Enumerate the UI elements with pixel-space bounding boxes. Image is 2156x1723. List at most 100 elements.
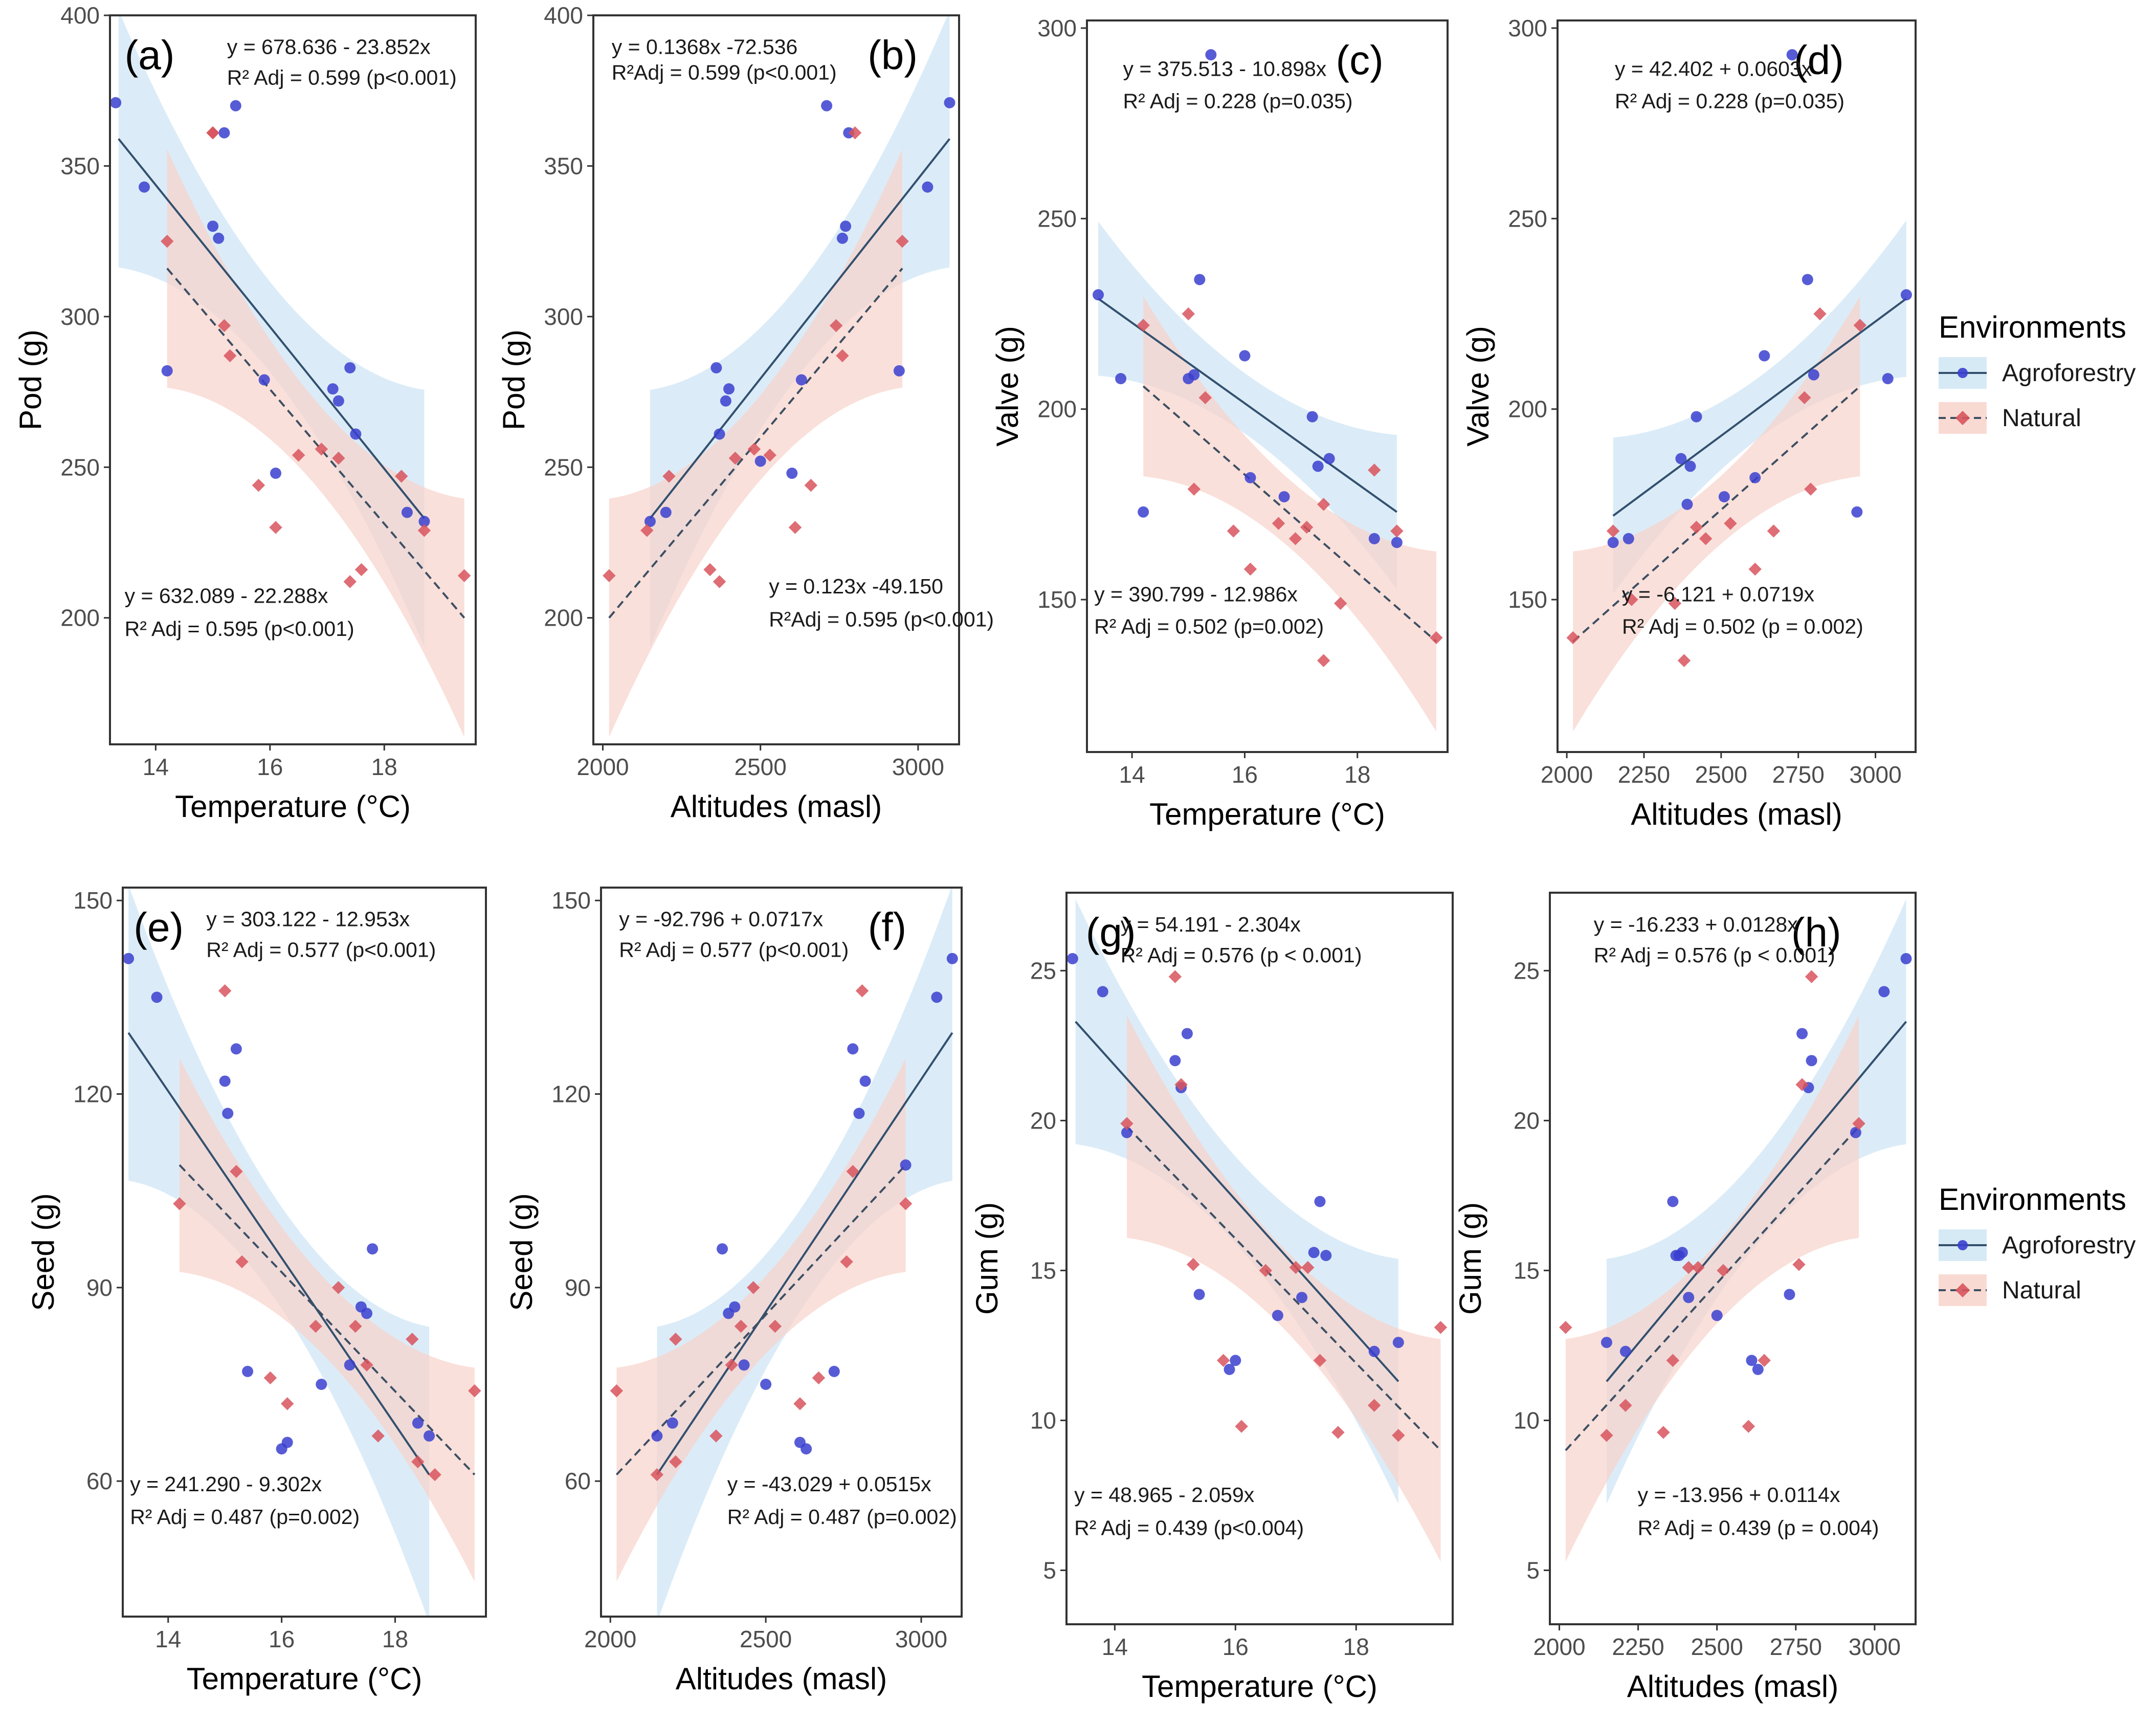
y-tick-label-f: 90 — [565, 1274, 591, 1301]
point-agroforestry-c — [1188, 369, 1200, 381]
point-natural-g — [1301, 1261, 1315, 1274]
legend-label-agroforestry-2: Agroforestry — [2002, 1232, 2136, 1259]
legend-top: Environments Agroforestry Natural — [1939, 310, 2136, 434]
point-agroforestry-e — [361, 1308, 373, 1319]
point-agroforestry-h — [1752, 1363, 1764, 1375]
y-tick-label-c: 300 — [1037, 15, 1077, 41]
point-agroforestry-d — [1681, 498, 1693, 510]
point-agroforestry-a — [401, 506, 413, 518]
y-axis-title-g: Gum (g) — [970, 1202, 1004, 1315]
regression-annotation-b-1: R²Adj = 0.599 (p<0.001) — [612, 61, 837, 84]
point-natural-g — [1174, 1078, 1188, 1091]
x-tick-label-c: 18 — [1344, 761, 1370, 788]
regression-annotation-a-1: R² Adj = 0.599 (p<0.001) — [227, 65, 457, 89]
regression-annotation-g-0: y = 54.191 - 2.304x — [1121, 913, 1301, 936]
point-agroforestry-d — [1808, 369, 1819, 381]
point-agroforestry-e — [123, 953, 135, 964]
point-natural-g — [1392, 1429, 1405, 1442]
point-agroforestry-f — [931, 991, 943, 1003]
panel-label-h: (h) — [1791, 910, 1841, 955]
point-agroforestry-f — [738, 1359, 750, 1371]
point-agroforestry-h — [1806, 1055, 1817, 1067]
point-agroforestry-d — [1802, 274, 1813, 285]
point-agroforestry-b — [944, 97, 955, 108]
point-natural-h — [1742, 1420, 1755, 1433]
point-agroforestry-g — [1320, 1250, 1332, 1262]
fit-line-natural-c — [1142, 385, 1437, 643]
x-tick-label-f: 2500 — [740, 1626, 792, 1652]
point-agroforestry-h — [1900, 953, 1912, 964]
point-natural-h — [1852, 1117, 1865, 1130]
y-tick-label-c: 150 — [1037, 586, 1077, 613]
panel-f: 60 90 120 150 2000 2500 3000 Altitudes (masl) Se… — [504, 887, 963, 1696]
regression-annotation-h-0: y = -16.233 + 0.0128x — [1594, 913, 1798, 936]
x-axis-title-f: Altitudes (masl) — [676, 1662, 887, 1696]
point-agroforestry-h — [1784, 1289, 1795, 1300]
x-axis-title-h: Altitudes (masl) — [1627, 1669, 1838, 1704]
x-tick-label-d: 2250 — [1618, 761, 1670, 788]
fit-line-agroforestry-b — [649, 138, 951, 519]
point-agroforestry-b — [720, 395, 731, 407]
point-natural-a — [395, 470, 408, 483]
point-agroforestry-e — [281, 1437, 293, 1448]
point-agroforestry-d — [1749, 472, 1761, 483]
point-agroforestry-d — [1718, 491, 1730, 502]
point-natural-g — [1313, 1354, 1327, 1367]
fit-line-natural-e — [179, 1164, 476, 1475]
point-agroforestry-g — [1097, 986, 1108, 998]
y-tick-label-h: 10 — [1514, 1407, 1540, 1433]
panel-label-a: (a) — [125, 32, 175, 78]
regression-annotation-b-3: R²Adj = 0.595 (p<0.001) — [769, 607, 994, 631]
point-agroforestry-a — [230, 100, 241, 112]
y-tick-label-a: 350 — [60, 152, 100, 179]
point-agroforestry-a — [418, 516, 430, 527]
x-axis-title-c: Temperature (°C) — [1149, 797, 1385, 831]
point-agroforestry-h — [1746, 1355, 1758, 1366]
regression-annotation-e-3: R² Adj = 0.487 (p=0.002) — [130, 1505, 360, 1529]
y-tick-label-d: 150 — [1508, 586, 1547, 613]
y-axis-title-d: Valve (g) — [1461, 326, 1495, 447]
x-axis-title-a: Temperature (°C) — [175, 789, 411, 824]
point-agroforestry-h — [1711, 1310, 1723, 1321]
y-tick-label-g: 5 — [1043, 1557, 1056, 1584]
point-agroforestry-c — [1323, 453, 1335, 465]
y-tick-label-h: 20 — [1514, 1107, 1540, 1134]
y-tick-label-e: 90 — [86, 1274, 113, 1301]
point-agroforestry-d — [1691, 411, 1702, 423]
point-agroforestry-c — [1312, 460, 1324, 472]
point-agroforestry-h — [1683, 1292, 1695, 1304]
point-agroforestry-e — [412, 1417, 424, 1429]
y-tick-label-a: 200 — [60, 605, 100, 631]
point-agroforestry-b — [660, 506, 672, 518]
point-agroforestry-d — [1622, 533, 1634, 544]
point-agroforestry-f — [859, 1075, 871, 1087]
y-tick-label-e: 150 — [73, 887, 113, 914]
point-natural-a — [223, 349, 237, 363]
plot-area-h — [1559, 899, 1912, 1562]
fit-line-agroforestry-a — [118, 138, 426, 519]
panel-frame-d — [1557, 19, 1917, 753]
point-agroforestry-a — [344, 362, 356, 373]
x-tick-label-a: 14 — [143, 754, 169, 780]
y-tick-label-a: 300 — [60, 303, 100, 330]
point-agroforestry-f — [900, 1159, 912, 1171]
y-tick-label-a: 400 — [60, 2, 100, 29]
y-tick-label-b: 250 — [544, 454, 583, 480]
point-agroforestry-f — [946, 953, 958, 964]
legend-key-agroforestry — [1939, 357, 1987, 389]
point-agroforestry-g — [1296, 1292, 1308, 1304]
regression-annotation-f-2: y = -43.029 + 0.0515x — [727, 1472, 931, 1496]
y-tick-label-f: 60 — [565, 1468, 591, 1494]
point-agroforestry-c — [1368, 533, 1380, 544]
legend-label-natural-2: Natural — [2002, 1277, 2081, 1304]
point-agroforestry-b — [644, 516, 656, 527]
regression-annotation-a-3: R² Adj = 0.595 (p<0.001) — [125, 617, 354, 640]
plot-area-g — [1066, 899, 1448, 1562]
regression-annotation-f-0: y = -92.796 + 0.0717x — [619, 908, 823, 931]
point-agroforestry-b — [821, 100, 833, 112]
y-tick-label-d: 200 — [1508, 396, 1547, 423]
point-agroforestry-e — [344, 1359, 355, 1371]
point-natural-h — [1758, 1354, 1771, 1367]
y-tick-label-d: 300 — [1508, 15, 1547, 41]
legend-key-agro-point-2 — [1958, 1240, 1968, 1250]
